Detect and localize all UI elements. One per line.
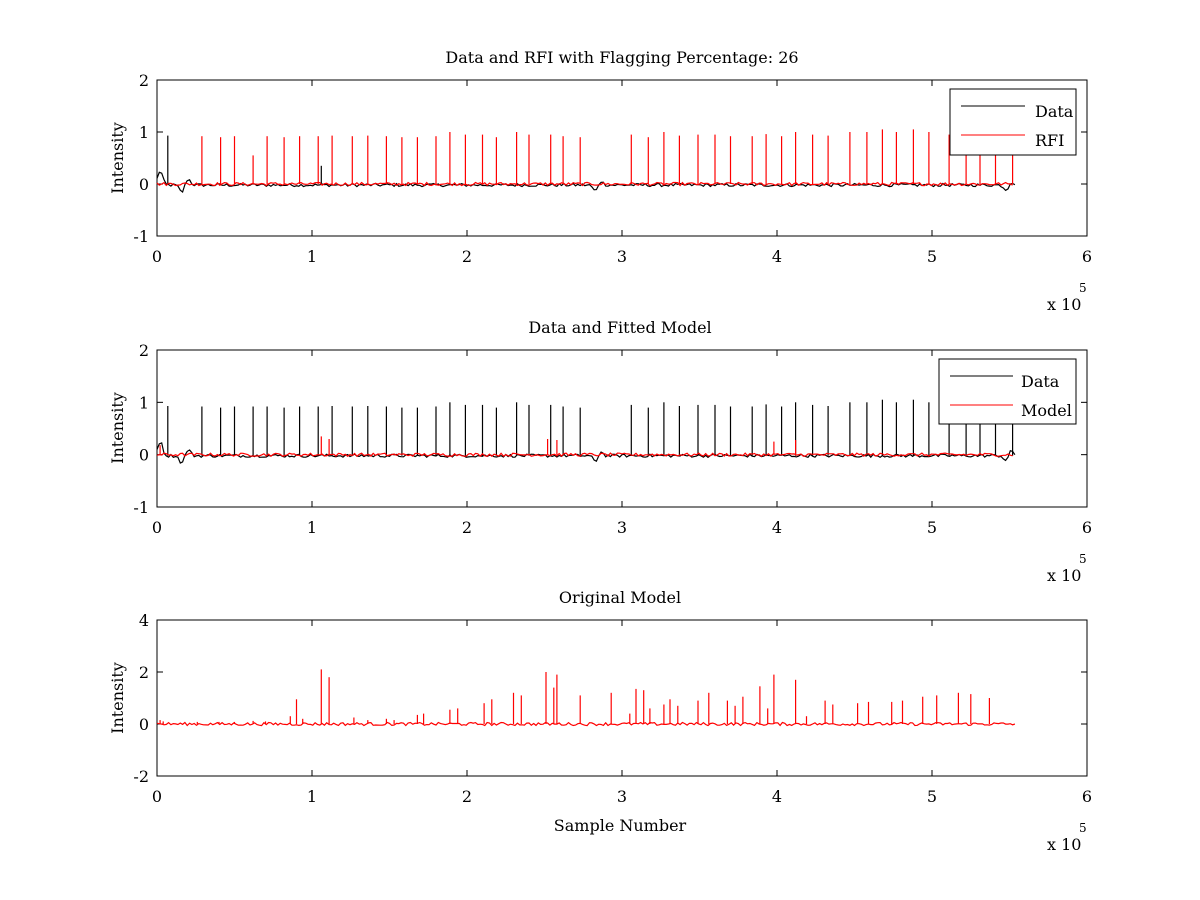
axes-box [156, 349, 1088, 508]
x-exponent-power: 5 [1079, 281, 1087, 295]
x-tick-label: 0 [152, 787, 162, 806]
y-tick-label: 0 [139, 446, 149, 465]
series-data [156, 135, 1016, 194]
axes-box [156, 619, 1088, 777]
axes-box [156, 79, 1088, 237]
x-tick-label: 4 [772, 518, 782, 537]
legend-label-model: Model [1021, 401, 1072, 420]
x-exponent-power: 5 [1079, 552, 1087, 566]
series-model [156, 436, 1013, 458]
x-tick-label: 5 [927, 787, 937, 806]
x-tick-label: 2 [462, 518, 472, 537]
plot-area [156, 129, 1016, 194]
chart-title: Data and Fitted Model [528, 318, 711, 337]
y-axis-label: Intensity [108, 122, 127, 194]
x-tick-label: 3 [617, 787, 627, 806]
legend-box [949, 88, 1077, 156]
plot-area [156, 399, 1016, 464]
y-tick-label: 0 [139, 715, 149, 734]
series-trace [156, 171, 1016, 194]
x-tick-label: 6 [1082, 518, 1092, 537]
legend-label-data: Data [1035, 102, 1074, 121]
y-tick-label: 4 [139, 611, 149, 630]
y-tick-label: -2 [133, 767, 149, 786]
x-tick-label: 4 [772, 787, 782, 806]
x-tick-label: 2 [462, 787, 472, 806]
legend-label-data: Data [1021, 372, 1060, 391]
series-rfi [156, 129, 1014, 187]
x-tick-label: 6 [1082, 247, 1092, 266]
legend-box [938, 358, 1077, 425]
series-trace [156, 452, 1013, 458]
y-axis-label: Intensity [108, 662, 127, 734]
x-tick-label: 2 [462, 247, 472, 266]
x-tick-label: 1 [307, 518, 317, 537]
series-model [156, 669, 1016, 727]
chart-title: Original Model [559, 588, 681, 607]
chart-title: Data and RFI with Flagging Percentage: 2… [445, 48, 798, 67]
x-exponent-label: x 10 [1047, 835, 1081, 854]
legend: Data RFI [949, 88, 1077, 156]
x-tick-label: 4 [772, 247, 782, 266]
x-tick-label: 1 [307, 787, 317, 806]
x-exponent-label: x 10 [1047, 566, 1081, 585]
x-exponent-power: 5 [1079, 821, 1087, 835]
legend-label-rfi: RFI [1035, 131, 1064, 150]
x-tick-label: 6 [1082, 787, 1092, 806]
x-exponent-label: x 10 [1047, 295, 1081, 314]
plot-area [156, 669, 1016, 727]
x-tick-label: 0 [152, 247, 162, 266]
x-tick-label: 5 [927, 518, 937, 537]
x-tick-label: 0 [152, 518, 162, 537]
y-axis-label: Intensity [108, 392, 127, 464]
x-tick-label: 3 [617, 247, 627, 266]
x-tick-label: 5 [927, 247, 937, 266]
x-tick-label: 1 [307, 247, 317, 266]
legend: Data Model [938, 358, 1077, 425]
x-axis-label: Sample Number [554, 816, 687, 835]
series-trace [156, 721, 1016, 727]
y-tick-label: 2 [139, 663, 149, 682]
x-tick-label: 3 [617, 518, 627, 537]
y-tick-label: 2 [139, 71, 149, 90]
y-tick-label: 1 [139, 123, 149, 142]
y-tick-label: -1 [133, 227, 149, 246]
y-tick-label: 2 [139, 341, 149, 360]
y-tick-label: 1 [139, 393, 149, 412]
y-tick-label: 0 [139, 175, 149, 194]
y-tick-label: -1 [133, 498, 149, 517]
